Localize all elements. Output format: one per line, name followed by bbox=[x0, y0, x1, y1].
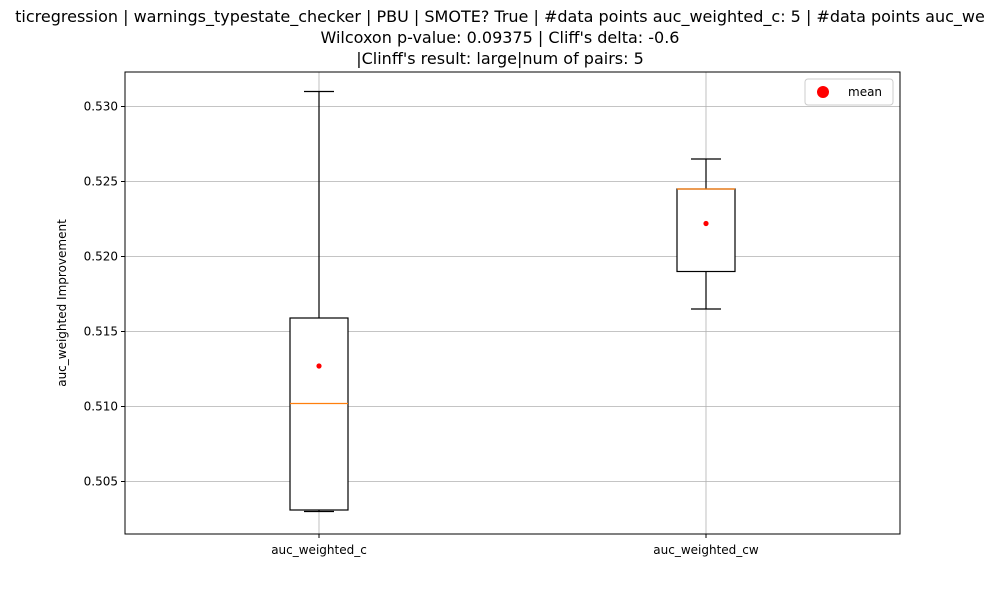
y-tick-label: 0.525 bbox=[84, 175, 118, 189]
y-tick-label: 0.505 bbox=[84, 475, 118, 489]
chart-title: ticregression | warnings_typestate_check… bbox=[15, 7, 985, 68]
iqr-box bbox=[289, 317, 349, 511]
x-axis-ticks: auc_weighted_c auc_weighted_cw bbox=[271, 534, 759, 557]
mean-point bbox=[316, 363, 322, 369]
title-line-2: Wilcoxon p-value: 0.09375 | Cliff's delt… bbox=[321, 28, 680, 47]
mean-point bbox=[703, 220, 709, 227]
y-tick-label: 0.520 bbox=[84, 250, 118, 264]
x-tick-label: auc_weighted_cw bbox=[653, 543, 759, 557]
boxes-layer bbox=[289, 90, 736, 513]
x-tick-label: auc_weighted_c bbox=[271, 543, 367, 557]
box-auc_weighted_c bbox=[289, 90, 349, 513]
plot-area-frame bbox=[124, 71, 901, 535]
legend-mean-label: mean bbox=[848, 85, 882, 99]
legend-frame bbox=[804, 78, 894, 106]
y-tick-label: 0.515 bbox=[84, 325, 118, 339]
title-line-3: |Clinff's result: large|num of pairs: 5 bbox=[356, 49, 644, 68]
y-tick-label: 0.510 bbox=[84, 400, 118, 414]
box-auc_weighted_cw bbox=[676, 158, 736, 310]
legend: mean bbox=[804, 78, 894, 106]
y-tick-label: 0.530 bbox=[84, 100, 118, 114]
legend-mean-marker bbox=[817, 86, 829, 98]
iqr-box bbox=[676, 188, 736, 273]
y-axis-label: auc_weighted Improvement bbox=[55, 219, 69, 387]
y-axis-ticks: 0.505 0.510 0.515 0.520 0.525 0.530 bbox=[84, 100, 125, 489]
title-line-1: ticregression | warnings_typestate_check… bbox=[15, 7, 985, 27]
grid-lines bbox=[125, 72, 900, 534]
